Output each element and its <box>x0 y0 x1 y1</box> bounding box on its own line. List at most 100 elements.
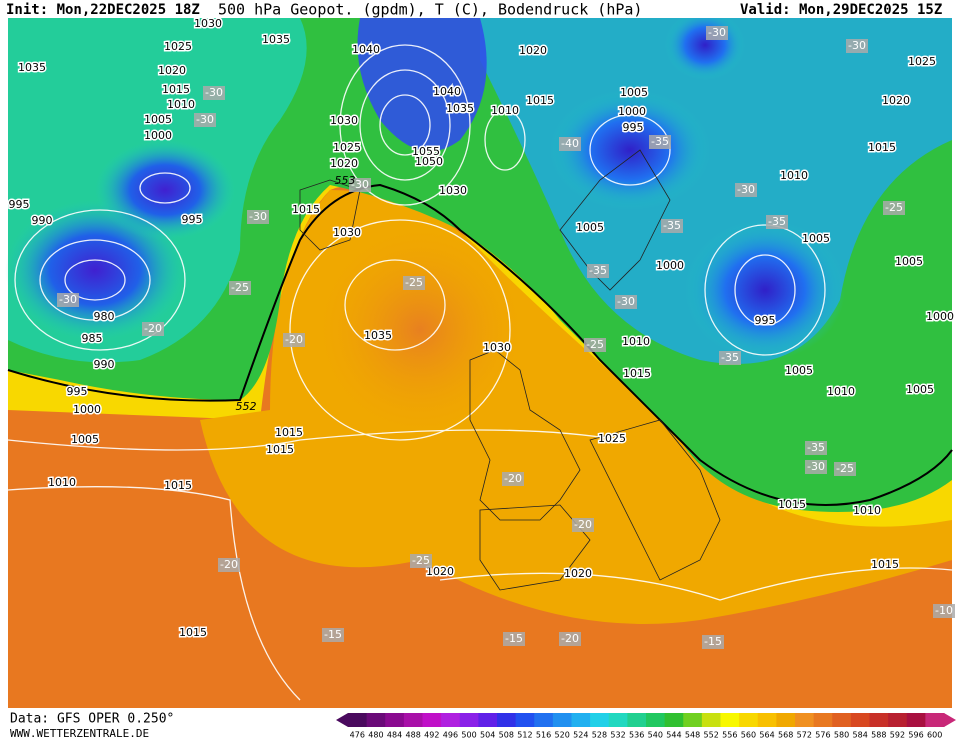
temperature-label-box <box>702 635 724 649</box>
site-name: WWW.WETTERZENTRALE.DE <box>10 727 149 740</box>
colorbar-label: 512 <box>517 731 532 740</box>
temperature-label: -30 <box>59 293 77 306</box>
temperature-label-box <box>719 351 741 365</box>
pressure-label: 1020 <box>330 157 358 170</box>
temperature-label: -20 <box>574 518 592 531</box>
temperature-label: -25 <box>836 462 854 475</box>
colorbar-label: 500 <box>461 731 476 740</box>
pressure-label: 1015 <box>162 83 190 96</box>
temperature-label: -30 <box>196 113 214 126</box>
pressure-label: 1005 <box>785 364 813 377</box>
pressure-label: 1000 <box>656 259 684 272</box>
colorbar-arrow-left <box>336 713 348 727</box>
pressure-label: 1025 <box>598 432 626 445</box>
pressure-label: 1015 <box>292 203 320 216</box>
colorbar-swatch <box>478 713 498 727</box>
pressure-label: 1035 <box>446 102 474 115</box>
temperature-label-box <box>766 215 788 229</box>
pressure-label: 1015 <box>868 141 896 154</box>
colorbar-swatch <box>403 713 423 727</box>
colorbar-label: 568 <box>778 731 793 740</box>
pressure-label: 1015 <box>871 558 899 571</box>
pressure-label: 1015 <box>623 367 651 380</box>
pressure-label: 1000 <box>73 403 101 416</box>
pressure-label: 1040 <box>433 85 461 98</box>
pressure-label: 1035 <box>262 33 290 46</box>
colorbar-swatch <box>646 713 666 727</box>
temperature-label-box <box>203 86 225 100</box>
colorbar-label: 576 <box>815 731 830 740</box>
pressure-label: 1005 <box>802 232 830 245</box>
temperature-label-box <box>410 554 432 568</box>
temperature-label: -30 <box>807 460 825 473</box>
pressure-label: 1025 <box>908 55 936 68</box>
temperature-label: -15 <box>324 628 342 641</box>
pressure-label: 1010 <box>780 169 808 182</box>
pressure-label: 1025 <box>333 141 361 154</box>
temperature-label: -20 <box>504 472 522 485</box>
pressure-label: 1055 <box>412 145 440 158</box>
colorbar-swatch <box>441 713 461 727</box>
pressure-label: 1035 <box>18 61 46 74</box>
temperature-label: -30 <box>737 183 755 196</box>
colorbar-label: 544 <box>666 731 681 740</box>
colorbar-label: 480 <box>368 731 383 740</box>
pressure-label: 1010 <box>48 476 76 489</box>
colorbar-swatch <box>888 713 908 727</box>
pressure-label: 1000 <box>926 310 954 323</box>
temperature-label-box <box>584 338 606 352</box>
temperature-label-box <box>322 628 344 642</box>
colorbar-swatch <box>832 713 852 727</box>
geopotential-label: 552 <box>236 400 257 413</box>
init-time: Init: Mon,22DEC2025 18Z <box>6 2 200 18</box>
pressure-label: 1015 <box>526 94 554 107</box>
colorbar-label: 524 <box>573 731 588 740</box>
colorbar-swatch <box>366 713 386 727</box>
pressure-label: 1010 <box>491 104 519 117</box>
colorbar-swatch <box>813 713 833 727</box>
temperature-label: -35 <box>589 264 607 277</box>
temperature-label: -20 <box>220 558 238 571</box>
colorbar-label: 600 <box>927 731 942 740</box>
temperature-label-box <box>615 295 637 309</box>
pressure-label: 1010 <box>827 385 855 398</box>
colorbar-swatch <box>608 713 628 727</box>
temperature-label: -35 <box>807 441 825 454</box>
colorbar-label: 552 <box>704 731 719 740</box>
pressure-label: 1030 <box>194 17 222 30</box>
temperature-label: -35 <box>651 135 669 148</box>
data-source: Data: GFS OPER 0.250° <box>10 712 174 727</box>
temperature-label-box <box>834 462 856 476</box>
pressure-label: 1005 <box>906 383 934 396</box>
temperature-label: -25 <box>405 276 423 289</box>
temperature-label-box <box>559 632 581 646</box>
colorbar-label: 564 <box>759 731 774 740</box>
temperature-label: -30 <box>249 210 267 223</box>
temperature-label-box <box>572 518 594 532</box>
colorbar-label: 540 <box>648 731 663 740</box>
temperature-label-box <box>661 219 683 233</box>
pressure-label: 1005 <box>71 433 99 446</box>
pressure-label: 1030 <box>330 114 358 127</box>
colorbar-swatch <box>795 713 815 727</box>
temperature-label-box <box>283 333 305 347</box>
pressure-label: 995 <box>623 121 644 134</box>
colorbar-label: 556 <box>722 731 737 740</box>
temperature-label-box <box>142 322 164 336</box>
temperature-label: -35 <box>721 351 739 364</box>
colorbar-label: 580 <box>834 731 849 740</box>
temperature-label-box <box>194 113 216 127</box>
pressure-label: 990 <box>32 214 53 227</box>
pressure-label: 1015 <box>778 498 806 511</box>
temperature-label-box <box>649 135 671 149</box>
pressure-label: 995 <box>755 314 776 327</box>
temperature-label: -25 <box>885 201 903 214</box>
colorbar-swatch <box>925 713 945 727</box>
temperature-label: -10 <box>935 604 953 617</box>
temperature-label-box <box>349 178 371 192</box>
temperature-label: -30 <box>351 178 369 191</box>
pressure-label: 1020 <box>564 567 592 580</box>
temperature-label: -15 <box>505 632 523 645</box>
pressure-label: 1020 <box>158 64 186 77</box>
